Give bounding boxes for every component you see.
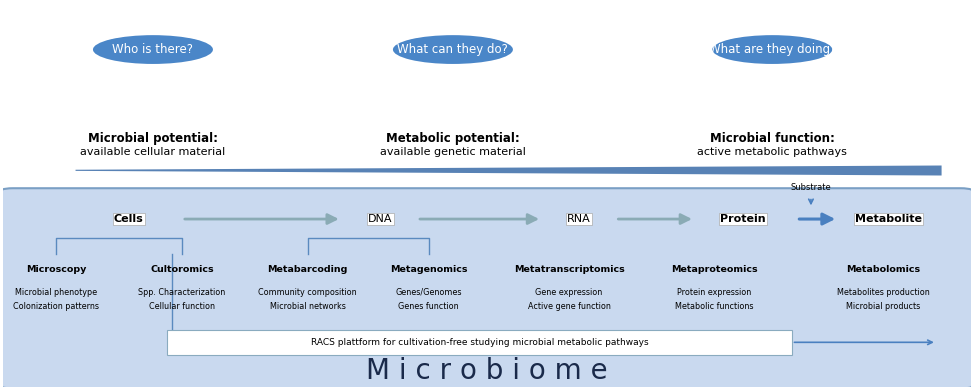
Text: available cellular material: available cellular material (81, 147, 226, 158)
Polygon shape (76, 165, 942, 176)
Ellipse shape (408, 42, 453, 54)
Ellipse shape (425, 37, 507, 58)
Text: available genetic material: available genetic material (380, 147, 526, 158)
Ellipse shape (443, 41, 501, 57)
Ellipse shape (399, 37, 481, 58)
Text: Microbial potential:: Microbial potential: (87, 132, 218, 145)
Text: Metabolite: Metabolite (854, 214, 921, 224)
Text: Microbial networks: Microbial networks (270, 302, 346, 311)
Ellipse shape (401, 40, 503, 63)
Text: Metaproteomics: Metaproteomics (671, 265, 757, 274)
FancyBboxPatch shape (167, 330, 791, 355)
Ellipse shape (93, 35, 213, 64)
Text: Substrate: Substrate (790, 183, 831, 192)
FancyBboxPatch shape (0, 188, 972, 388)
Ellipse shape (105, 41, 162, 57)
Text: Metabolic functions: Metabolic functions (675, 302, 753, 311)
Ellipse shape (107, 37, 182, 55)
Ellipse shape (125, 37, 208, 58)
Text: Microbial phenotype: Microbial phenotype (16, 288, 97, 297)
Text: Spp. Characterization: Spp. Characterization (138, 288, 226, 297)
Ellipse shape (405, 41, 463, 57)
Text: Genes/Genomes: Genes/Genomes (396, 288, 462, 297)
Ellipse shape (727, 42, 772, 54)
Text: What can they do?: What can they do? (398, 43, 508, 56)
Ellipse shape (712, 35, 832, 64)
Text: Cultoromics: Cultoromics (150, 265, 214, 274)
Text: Cells: Cells (114, 214, 144, 224)
Ellipse shape (124, 37, 199, 55)
Ellipse shape (724, 41, 781, 57)
Text: Metabolites production: Metabolites production (837, 288, 930, 297)
Text: Protein expression: Protein expression (677, 288, 751, 297)
Text: M i c r o b i o m e: M i c r o b i o m e (366, 357, 608, 385)
Ellipse shape (763, 41, 819, 57)
Ellipse shape (98, 37, 181, 58)
Ellipse shape (425, 37, 500, 55)
Ellipse shape (108, 42, 153, 54)
Text: Colonization patterns: Colonization patterns (14, 302, 99, 311)
Text: RNA: RNA (567, 214, 591, 224)
Ellipse shape (453, 42, 498, 54)
Text: Metagenomics: Metagenomics (390, 265, 468, 274)
Text: Microbial function:: Microbial function: (710, 132, 835, 145)
Ellipse shape (102, 40, 204, 63)
Ellipse shape (406, 37, 481, 55)
Text: Microscopy: Microscopy (26, 265, 87, 274)
Text: Community composition: Community composition (259, 288, 357, 297)
Text: Metatranscriptomics: Metatranscriptomics (513, 265, 624, 274)
Text: RACS plattform for cultivation-free studying microbial metabolic pathways: RACS plattform for cultivation-free stud… (311, 338, 648, 347)
Text: Gene expression: Gene expression (536, 288, 603, 297)
Text: Cellular function: Cellular function (149, 302, 215, 311)
Text: Microbial products: Microbial products (847, 302, 920, 311)
Text: Metabolic potential:: Metabolic potential: (386, 132, 520, 145)
Text: Metabarcoding: Metabarcoding (267, 265, 348, 274)
Text: Genes function: Genes function (399, 302, 459, 311)
Text: Metabolomics: Metabolomics (847, 265, 920, 274)
Text: DNA: DNA (368, 214, 393, 224)
Ellipse shape (144, 41, 200, 57)
Ellipse shape (153, 42, 198, 54)
Ellipse shape (745, 37, 827, 58)
Ellipse shape (744, 37, 818, 55)
Ellipse shape (393, 35, 513, 64)
Ellipse shape (717, 37, 800, 58)
Ellipse shape (726, 37, 801, 55)
Ellipse shape (772, 42, 817, 54)
Text: active metabolic pathways: active metabolic pathways (697, 147, 848, 158)
Ellipse shape (721, 40, 823, 63)
Text: Who is there?: Who is there? (113, 43, 193, 56)
Text: Active gene function: Active gene function (528, 302, 610, 311)
Text: What are they doing?: What are they doing? (709, 43, 836, 56)
Text: Protein: Protein (720, 214, 766, 224)
